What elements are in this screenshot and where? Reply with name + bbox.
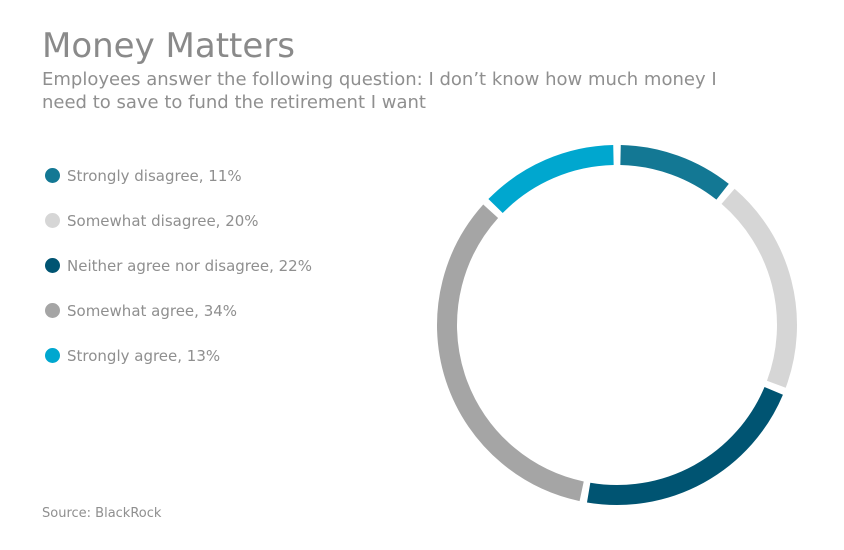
donut-chart <box>437 145 797 505</box>
legend-item-somewhat-agree: Somewhat agree, 34% <box>45 298 312 323</box>
legend-label-neither: Neither agree nor disagree, 22% <box>67 256 312 275</box>
legend-label-somewhat-agree: Somewhat agree, 34% <box>67 301 238 320</box>
legend-item-neither: Neither agree nor disagree, 22% <box>45 253 312 278</box>
legend-dot-neither <box>45 258 60 273</box>
legend-item-somewhat-disagree: Somewhat disagree, 20% <box>45 208 312 233</box>
donut-slice-somewhat-disagree <box>721 188 797 388</box>
legend-label-strongly-agree: Strongly agree, 13% <box>67 346 221 365</box>
donut-slices <box>437 145 797 505</box>
legend-label-strongly-disagree: Strongly disagree, 11% <box>67 166 242 185</box>
chart-title: Money Matters <box>42 26 295 66</box>
legend-label-somewhat-disagree: Somewhat disagree, 20% <box>67 211 259 230</box>
legend-item-strongly-agree: Strongly agree, 13% <box>45 343 312 368</box>
chart-subtitle: Employees answer the following question:… <box>42 69 717 113</box>
legend-dot-strongly-disagree <box>45 168 60 183</box>
legend-item-strongly-disagree: Strongly disagree, 11% <box>45 163 312 188</box>
legend-dot-somewhat-agree <box>45 303 60 318</box>
legend-dot-strongly-agree <box>45 348 60 363</box>
donut-slice-strongly-agree <box>488 145 614 214</box>
donut-slice-neither-agree-nor-disagree <box>586 386 783 505</box>
chart-legend: Strongly disagree, 11% Somewhat disagree… <box>45 163 312 388</box>
donut-slice-somewhat-agree <box>437 204 584 502</box>
source-note: Source: BlackRock <box>42 506 162 521</box>
donut-slice-strongly-disagree <box>620 145 729 200</box>
legend-dot-somewhat-disagree <box>45 213 60 228</box>
